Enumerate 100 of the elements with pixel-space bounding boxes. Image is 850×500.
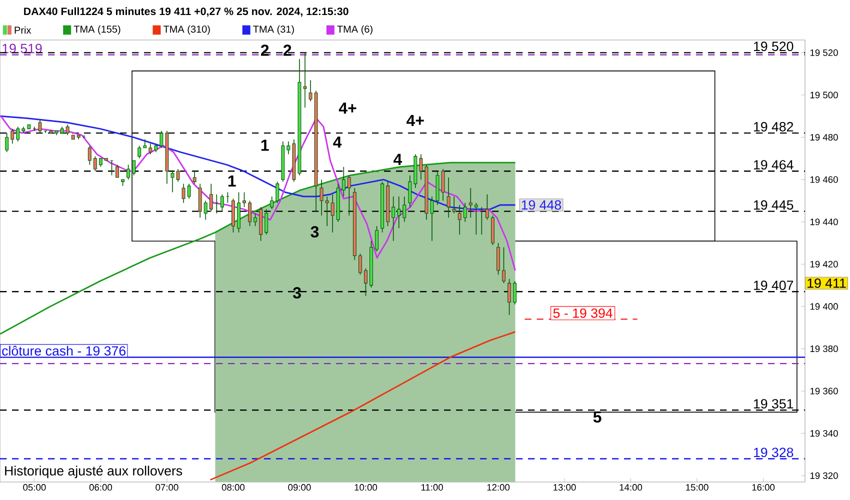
- candlestick: [419, 154, 423, 180]
- ref-line-label: 19 351: [754, 399, 794, 408]
- ref-line-label: 19 520: [754, 42, 794, 52]
- text: 19 411: [808, 278, 846, 288]
- y-tick-label: 19 440: [810, 218, 838, 226]
- annotation: 3: [292, 287, 301, 299]
- candlestick: [148, 143, 152, 155]
- line-series: [0, 115, 516, 272]
- candlestick: [198, 183, 202, 218]
- candlestick: [192, 170, 196, 184]
- candlestick: [276, 181, 280, 204]
- candlestick: [88, 145, 92, 166]
- legend-label: TMA (155): [74, 25, 120, 35]
- candlestick: [182, 183, 186, 204]
- candlestick: [485, 194, 489, 220]
- y-tick-label: 19 340: [810, 430, 838, 437]
- candlestick: [474, 202, 478, 235]
- candlestick: [132, 160, 136, 176]
- candlestick: [408, 174, 412, 208]
- candlestick: [468, 188, 472, 218]
- x-tick-label: 16:00: [752, 484, 775, 491]
- candlestick: [126, 164, 130, 180]
- annotation: Historique ajusté aux rollovers: [5, 466, 182, 478]
- x-tick-label: 08:00: [222, 484, 245, 491]
- candlestick: [254, 213, 258, 227]
- ref-line-label: 19 445: [754, 200, 794, 210]
- candlestick: [392, 196, 396, 242]
- annotation: 5 - 19 394: [553, 308, 612, 318]
- candlestick: [209, 183, 213, 212]
- candlestick: [358, 253, 362, 276]
- candlestick: [270, 196, 274, 210]
- x-tick-label: 05:00: [23, 484, 46, 491]
- candlestick: [320, 179, 324, 216]
- annotation: 4: [333, 136, 342, 148]
- x-tick-label: 11:00: [421, 484, 443, 491]
- candlestick: [446, 177, 450, 218]
- candlestick: [220, 194, 224, 212]
- x-tick-label: 14:00: [620, 484, 642, 491]
- candlestick: [116, 164, 119, 178]
- candlestick: [10, 128, 14, 144]
- candlestick: [364, 268, 368, 296]
- candlestick: [138, 145, 142, 159]
- candlestick: [248, 200, 252, 227]
- annotation: 1: [261, 140, 269, 151]
- ref-line-label: 19 328: [754, 448, 794, 458]
- candlestick: [342, 166, 346, 197]
- candlestick: [264, 208, 268, 235]
- candlestick: [508, 278, 512, 316]
- x-tick-label: 06:00: [89, 484, 112, 491]
- candlestick: [513, 280, 517, 305]
- candlestick: [66, 124, 70, 136]
- x-tick-label: 09:00: [288, 484, 311, 491]
- candlestick: [375, 226, 379, 252]
- candlestick: [286, 141, 290, 155]
- y-tick-label: 19 360: [810, 388, 838, 394]
- annotation: 2: [284, 44, 292, 56]
- candlestick: [397, 196, 401, 229]
- candlestick: [458, 204, 462, 235]
- annotation: 3: [310, 226, 319, 238]
- candlestick: [330, 194, 334, 233]
- annotation: 4+: [338, 102, 356, 114]
- candlestick: [441, 168, 445, 202]
- line-series: [209, 331, 516, 481]
- candlestick: [204, 200, 208, 220]
- candlestick: [496, 242, 500, 276]
- candlestick: [38, 120, 42, 134]
- x-tick-label: 07:00: [156, 484, 178, 491]
- y-tick-label: 19 400: [810, 303, 838, 310]
- candlestick: [226, 192, 230, 204]
- candlestick: [187, 183, 191, 200]
- ref-line-label: 19 464: [754, 160, 794, 170]
- candlestick: [347, 174, 351, 216]
- candlestick: [242, 192, 246, 208]
- legend-label: Prix: [14, 26, 32, 34]
- y-tick-label: 19 380: [810, 345, 838, 352]
- candlestick: [160, 130, 164, 148]
- candlestick: [93, 156, 97, 172]
- candlestick: [5, 132, 9, 152]
- annotation: 4+: [406, 114, 424, 126]
- data-label: 19 448: [522, 200, 562, 210]
- candlestick: [325, 196, 329, 227]
- candlestick: [502, 246, 506, 284]
- legend-label: TMA (310): [163, 25, 210, 35]
- x-tick-label: 12:00: [487, 484, 510, 491]
- ref-line-label: clôture cash - 19 376: [2, 346, 126, 356]
- legend-label: TMA (6): [337, 25, 372, 35]
- chart-title: DAX40 Full1224 5 minutes 19 411 +0,27 % 25 nov. 2024, 12:15:30: [24, 7, 348, 17]
- y-tick-label: 19 500: [810, 92, 838, 98]
- x-tick-label: 15:00: [686, 484, 708, 491]
- x-tick-label: 13:00: [554, 484, 576, 491]
- x-tick-label: 10:00: [354, 484, 378, 491]
- annotation: 4: [393, 154, 402, 165]
- ref-line-label: 19 482: [754, 122, 794, 132]
- y-tick-label: 19 420: [810, 260, 838, 268]
- candlestick: [308, 80, 312, 102]
- ref-line-label: 19 407: [754, 280, 794, 290]
- candlestick: [402, 196, 406, 222]
- candlestick: [16, 126, 20, 142]
- y-tick-label: 19 520: [810, 49, 838, 56]
- legend-label: TMA (31): [253, 25, 294, 35]
